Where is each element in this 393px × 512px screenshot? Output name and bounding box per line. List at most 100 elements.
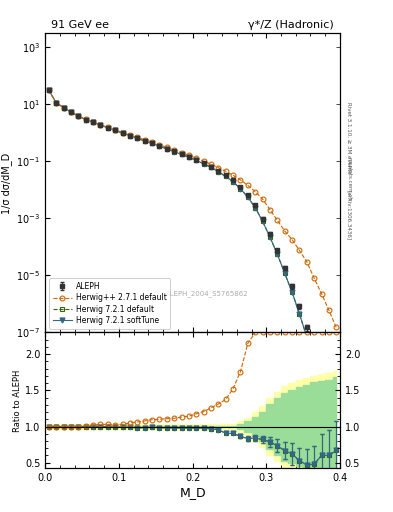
Herwig++ 2.7.1 default — [194, 155, 198, 161]
Herwig 7.2.1 softTune — [61, 104, 66, 111]
Herwig 7.2.1 default — [69, 109, 73, 115]
Herwig 7.2.1 default — [150, 140, 154, 146]
Herwig 7.2.1 default — [76, 113, 81, 119]
Herwig++ 2.7.1 default — [334, 325, 339, 331]
Herwig 7.2.1 default — [209, 164, 213, 170]
Herwig++ 2.7.1 default — [290, 237, 294, 243]
Herwig++ 2.7.1 default — [187, 152, 191, 158]
Herwig++ 2.7.1 default — [98, 122, 103, 128]
Herwig++ 2.7.1 default — [105, 124, 110, 131]
Herwig 7.2.1 default — [164, 146, 169, 152]
Herwig 7.2.1 default — [172, 148, 176, 155]
Herwig 7.2.1 default — [268, 234, 272, 240]
Herwig 7.2.1 default — [105, 125, 110, 131]
Herwig 7.2.1 softTune — [201, 161, 206, 167]
Herwig 7.2.1 softTune — [105, 125, 110, 131]
Herwig 7.2.1 default — [319, 373, 324, 379]
Herwig 7.2.1 softTune — [238, 186, 243, 192]
Herwig 7.2.1 default — [98, 122, 103, 128]
Herwig 7.2.1 softTune — [282, 270, 287, 276]
Herwig 7.2.1 softTune — [275, 251, 280, 258]
Herwig 7.2.1 default — [61, 104, 66, 111]
Legend: ALEPH, Herwig++ 2.7.1 default, Herwig 7.2.1 default, Herwig 7.2.1 softTune: ALEPH, Herwig++ 2.7.1 default, Herwig 7.… — [49, 278, 171, 329]
Herwig++ 2.7.1 default — [260, 196, 265, 202]
Herwig 7.2.1 softTune — [164, 146, 169, 152]
Herwig 7.2.1 default — [187, 154, 191, 160]
Herwig++ 2.7.1 default — [297, 247, 302, 253]
Herwig 7.2.1 default — [201, 161, 206, 167]
Herwig++ 2.7.1 default — [172, 147, 176, 153]
X-axis label: M_D: M_D — [179, 486, 206, 499]
Herwig 7.2.1 default — [91, 119, 95, 125]
Herwig 7.2.1 default — [128, 133, 132, 139]
Herwig++ 2.7.1 default — [246, 182, 250, 188]
Herwig 7.2.1 softTune — [334, 407, 339, 413]
Herwig 7.2.1 default — [216, 168, 221, 175]
Herwig++ 2.7.1 default — [253, 188, 257, 195]
Herwig 7.2.1 default — [83, 117, 88, 123]
Herwig 7.2.1 default — [246, 194, 250, 200]
Herwig 7.2.1 softTune — [260, 218, 265, 224]
Herwig 7.2.1 softTune — [91, 119, 95, 125]
Herwig 7.2.1 default — [312, 356, 316, 362]
Herwig 7.2.1 softTune — [246, 194, 250, 200]
Herwig 7.2.1 softTune — [150, 140, 154, 146]
Herwig++ 2.7.1 default — [282, 228, 287, 234]
Herwig 7.2.1 softTune — [216, 168, 221, 175]
Y-axis label: Ratio to ALEPH: Ratio to ALEPH — [13, 369, 22, 432]
Herwig 7.2.1 default — [327, 388, 331, 394]
Herwig 7.2.1 softTune — [305, 334, 309, 340]
Herwig 7.2.1 default — [113, 127, 118, 134]
Herwig 7.2.1 softTune — [187, 154, 191, 160]
Herwig 7.2.1 softTune — [83, 117, 88, 123]
Herwig 7.2.1 softTune — [327, 388, 331, 394]
Herwig++ 2.7.1 default — [305, 259, 309, 265]
Herwig++ 2.7.1 default — [179, 150, 184, 156]
Herwig 7.2.1 default — [135, 135, 140, 141]
Line: Herwig++ 2.7.1 default: Herwig++ 2.7.1 default — [46, 88, 339, 330]
Text: [arXiv:1306.3436]: [arXiv:1306.3436] — [347, 190, 352, 240]
Herwig++ 2.7.1 default — [275, 217, 280, 223]
Herwig++ 2.7.1 default — [157, 142, 162, 148]
Text: ALEPH_2004_S5765862: ALEPH_2004_S5765862 — [166, 290, 249, 297]
Herwig 7.2.1 default — [179, 152, 184, 158]
Herwig++ 2.7.1 default — [238, 177, 243, 183]
Herwig 7.2.1 softTune — [319, 373, 324, 379]
Text: mcplots.cern.ch: mcplots.cern.ch — [347, 157, 352, 201]
Herwig++ 2.7.1 default — [142, 137, 147, 143]
Text: 91 GeV ee: 91 GeV ee — [51, 19, 109, 30]
Herwig++ 2.7.1 default — [312, 275, 316, 281]
Herwig 7.2.1 softTune — [312, 356, 316, 362]
Herwig++ 2.7.1 default — [268, 206, 272, 212]
Herwig 7.2.1 softTune — [297, 311, 302, 317]
Herwig 7.2.1 softTune — [223, 174, 228, 180]
Herwig++ 2.7.1 default — [216, 164, 221, 170]
Herwig++ 2.7.1 default — [76, 113, 81, 119]
Herwig++ 2.7.1 default — [135, 134, 140, 140]
Herwig++ 2.7.1 default — [231, 172, 235, 178]
Herwig++ 2.7.1 default — [83, 116, 88, 122]
Herwig 7.2.1 softTune — [46, 88, 51, 94]
Y-axis label: 1/σ dσ/dM_D: 1/σ dσ/dM_D — [1, 152, 12, 214]
Herwig++ 2.7.1 default — [150, 139, 154, 145]
Herwig 7.2.1 default — [231, 179, 235, 185]
Herwig 7.2.1 default — [120, 130, 125, 136]
Herwig++ 2.7.1 default — [69, 109, 73, 115]
Herwig 7.2.1 default — [238, 186, 243, 192]
Herwig 7.2.1 softTune — [54, 100, 59, 106]
Herwig 7.2.1 softTune — [98, 122, 103, 128]
Herwig++ 2.7.1 default — [120, 130, 125, 136]
Herwig 7.2.1 softTune — [268, 234, 272, 240]
Herwig 7.2.1 softTune — [120, 130, 125, 136]
Herwig 7.2.1 default — [260, 218, 265, 224]
Herwig 7.2.1 softTune — [194, 157, 198, 163]
Herwig++ 2.7.1 default — [201, 158, 206, 164]
Line: Herwig 7.2.1 softTune: Herwig 7.2.1 softTune — [46, 88, 339, 412]
Herwig 7.2.1 default — [282, 270, 287, 276]
Herwig++ 2.7.1 default — [113, 127, 118, 133]
Herwig 7.2.1 softTune — [179, 152, 184, 158]
Herwig 7.2.1 default — [46, 88, 51, 94]
Herwig++ 2.7.1 default — [54, 100, 59, 106]
Herwig 7.2.1 softTune — [69, 109, 73, 115]
Text: Rivet 3.1.10, ≥ 3M events: Rivet 3.1.10, ≥ 3M events — [347, 102, 352, 174]
